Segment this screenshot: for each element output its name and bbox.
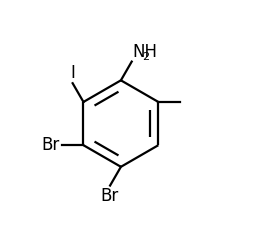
Text: 2: 2	[142, 52, 149, 62]
Text: NH: NH	[132, 43, 157, 61]
Text: Br: Br	[42, 136, 60, 154]
Text: I: I	[70, 64, 75, 82]
Text: Br: Br	[100, 187, 118, 205]
